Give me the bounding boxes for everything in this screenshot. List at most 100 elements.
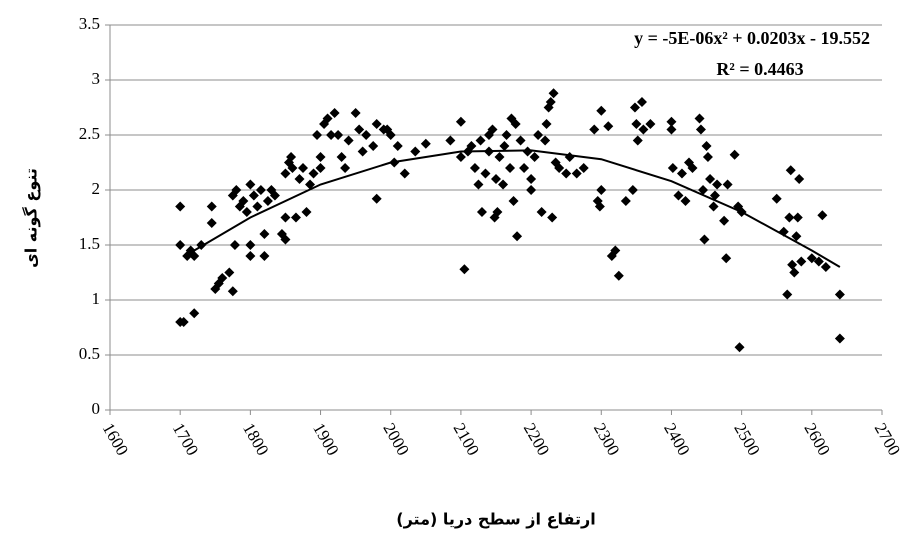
x-tick-label: 1800 xyxy=(239,420,272,459)
point xyxy=(189,308,200,319)
point xyxy=(701,141,712,151)
point xyxy=(632,135,643,146)
point xyxy=(515,135,526,146)
point xyxy=(667,163,678,173)
y-tick-label: 3.5 xyxy=(79,14,100,33)
point xyxy=(680,196,691,206)
point xyxy=(784,212,795,223)
point xyxy=(487,124,498,135)
point xyxy=(459,264,470,275)
point xyxy=(245,179,256,190)
point xyxy=(712,179,723,190)
point xyxy=(455,116,466,127)
point xyxy=(231,185,242,195)
point xyxy=(326,130,337,140)
x-tick-label: 1700 xyxy=(169,420,202,459)
point xyxy=(729,149,740,160)
point xyxy=(280,212,291,223)
point xyxy=(510,119,521,129)
point xyxy=(698,185,709,195)
point xyxy=(340,163,351,173)
point xyxy=(410,146,421,157)
x-tick-label: 2200 xyxy=(520,420,553,459)
point xyxy=(526,174,537,184)
point xyxy=(491,174,501,184)
point xyxy=(533,130,544,140)
point xyxy=(287,163,298,173)
y-tick-label: 2 xyxy=(92,179,101,198)
point xyxy=(238,196,249,206)
point xyxy=(522,146,533,157)
point xyxy=(354,124,365,135)
x-tick-label: 2600 xyxy=(800,420,833,459)
point xyxy=(571,168,582,179)
point xyxy=(673,190,684,201)
point xyxy=(499,141,510,151)
point xyxy=(791,231,802,242)
point xyxy=(298,163,308,173)
y-tick-label: 0 xyxy=(92,399,101,418)
point xyxy=(631,119,642,129)
point xyxy=(315,163,326,173)
point xyxy=(262,196,273,206)
point xyxy=(308,168,319,179)
point xyxy=(350,108,361,118)
point xyxy=(336,152,347,162)
y-tick-label: 1 xyxy=(92,289,101,308)
point xyxy=(666,116,677,127)
point xyxy=(501,130,512,140)
point xyxy=(636,97,647,107)
point xyxy=(813,256,824,267)
y-tick-label: 2.5 xyxy=(79,124,100,143)
point xyxy=(206,201,217,212)
point xyxy=(578,163,589,173)
r-squared: R² = 0.4463 xyxy=(716,59,803,79)
point xyxy=(721,253,732,264)
point xyxy=(445,135,456,146)
point xyxy=(224,267,235,278)
point xyxy=(206,218,217,228)
point xyxy=(820,262,831,272)
point xyxy=(771,193,782,204)
y-tick-label: 0.5 xyxy=(79,344,100,363)
point xyxy=(545,97,556,107)
point xyxy=(594,201,605,212)
trendline xyxy=(193,149,841,268)
point xyxy=(371,193,382,204)
x-tick-label: 2700 xyxy=(871,420,904,459)
point xyxy=(227,286,238,297)
point xyxy=(175,201,186,212)
point xyxy=(494,152,505,162)
x-tick-label: 1900 xyxy=(309,420,342,459)
point xyxy=(629,102,640,113)
point xyxy=(796,256,807,267)
point xyxy=(676,168,687,179)
point xyxy=(178,317,189,327)
point xyxy=(175,240,186,250)
point xyxy=(620,196,631,206)
point xyxy=(705,174,716,184)
point xyxy=(229,240,240,250)
x-tick-label: 2000 xyxy=(379,420,412,459)
point xyxy=(806,253,817,264)
point xyxy=(420,138,431,149)
point xyxy=(782,289,793,300)
point xyxy=(255,185,266,195)
point xyxy=(536,207,547,217)
point xyxy=(312,130,323,140)
point xyxy=(817,210,828,221)
point xyxy=(734,342,745,353)
point xyxy=(512,231,523,242)
point xyxy=(596,105,607,116)
point xyxy=(290,212,301,223)
point xyxy=(627,185,638,195)
point xyxy=(475,135,486,146)
point xyxy=(492,207,503,217)
point xyxy=(259,229,270,239)
point xyxy=(294,174,305,184)
point xyxy=(315,152,326,162)
point xyxy=(702,152,713,162)
point xyxy=(589,124,600,135)
point xyxy=(252,201,263,212)
x-axis-label: ارتفاع از سطح دریا (متر) xyxy=(396,510,595,529)
